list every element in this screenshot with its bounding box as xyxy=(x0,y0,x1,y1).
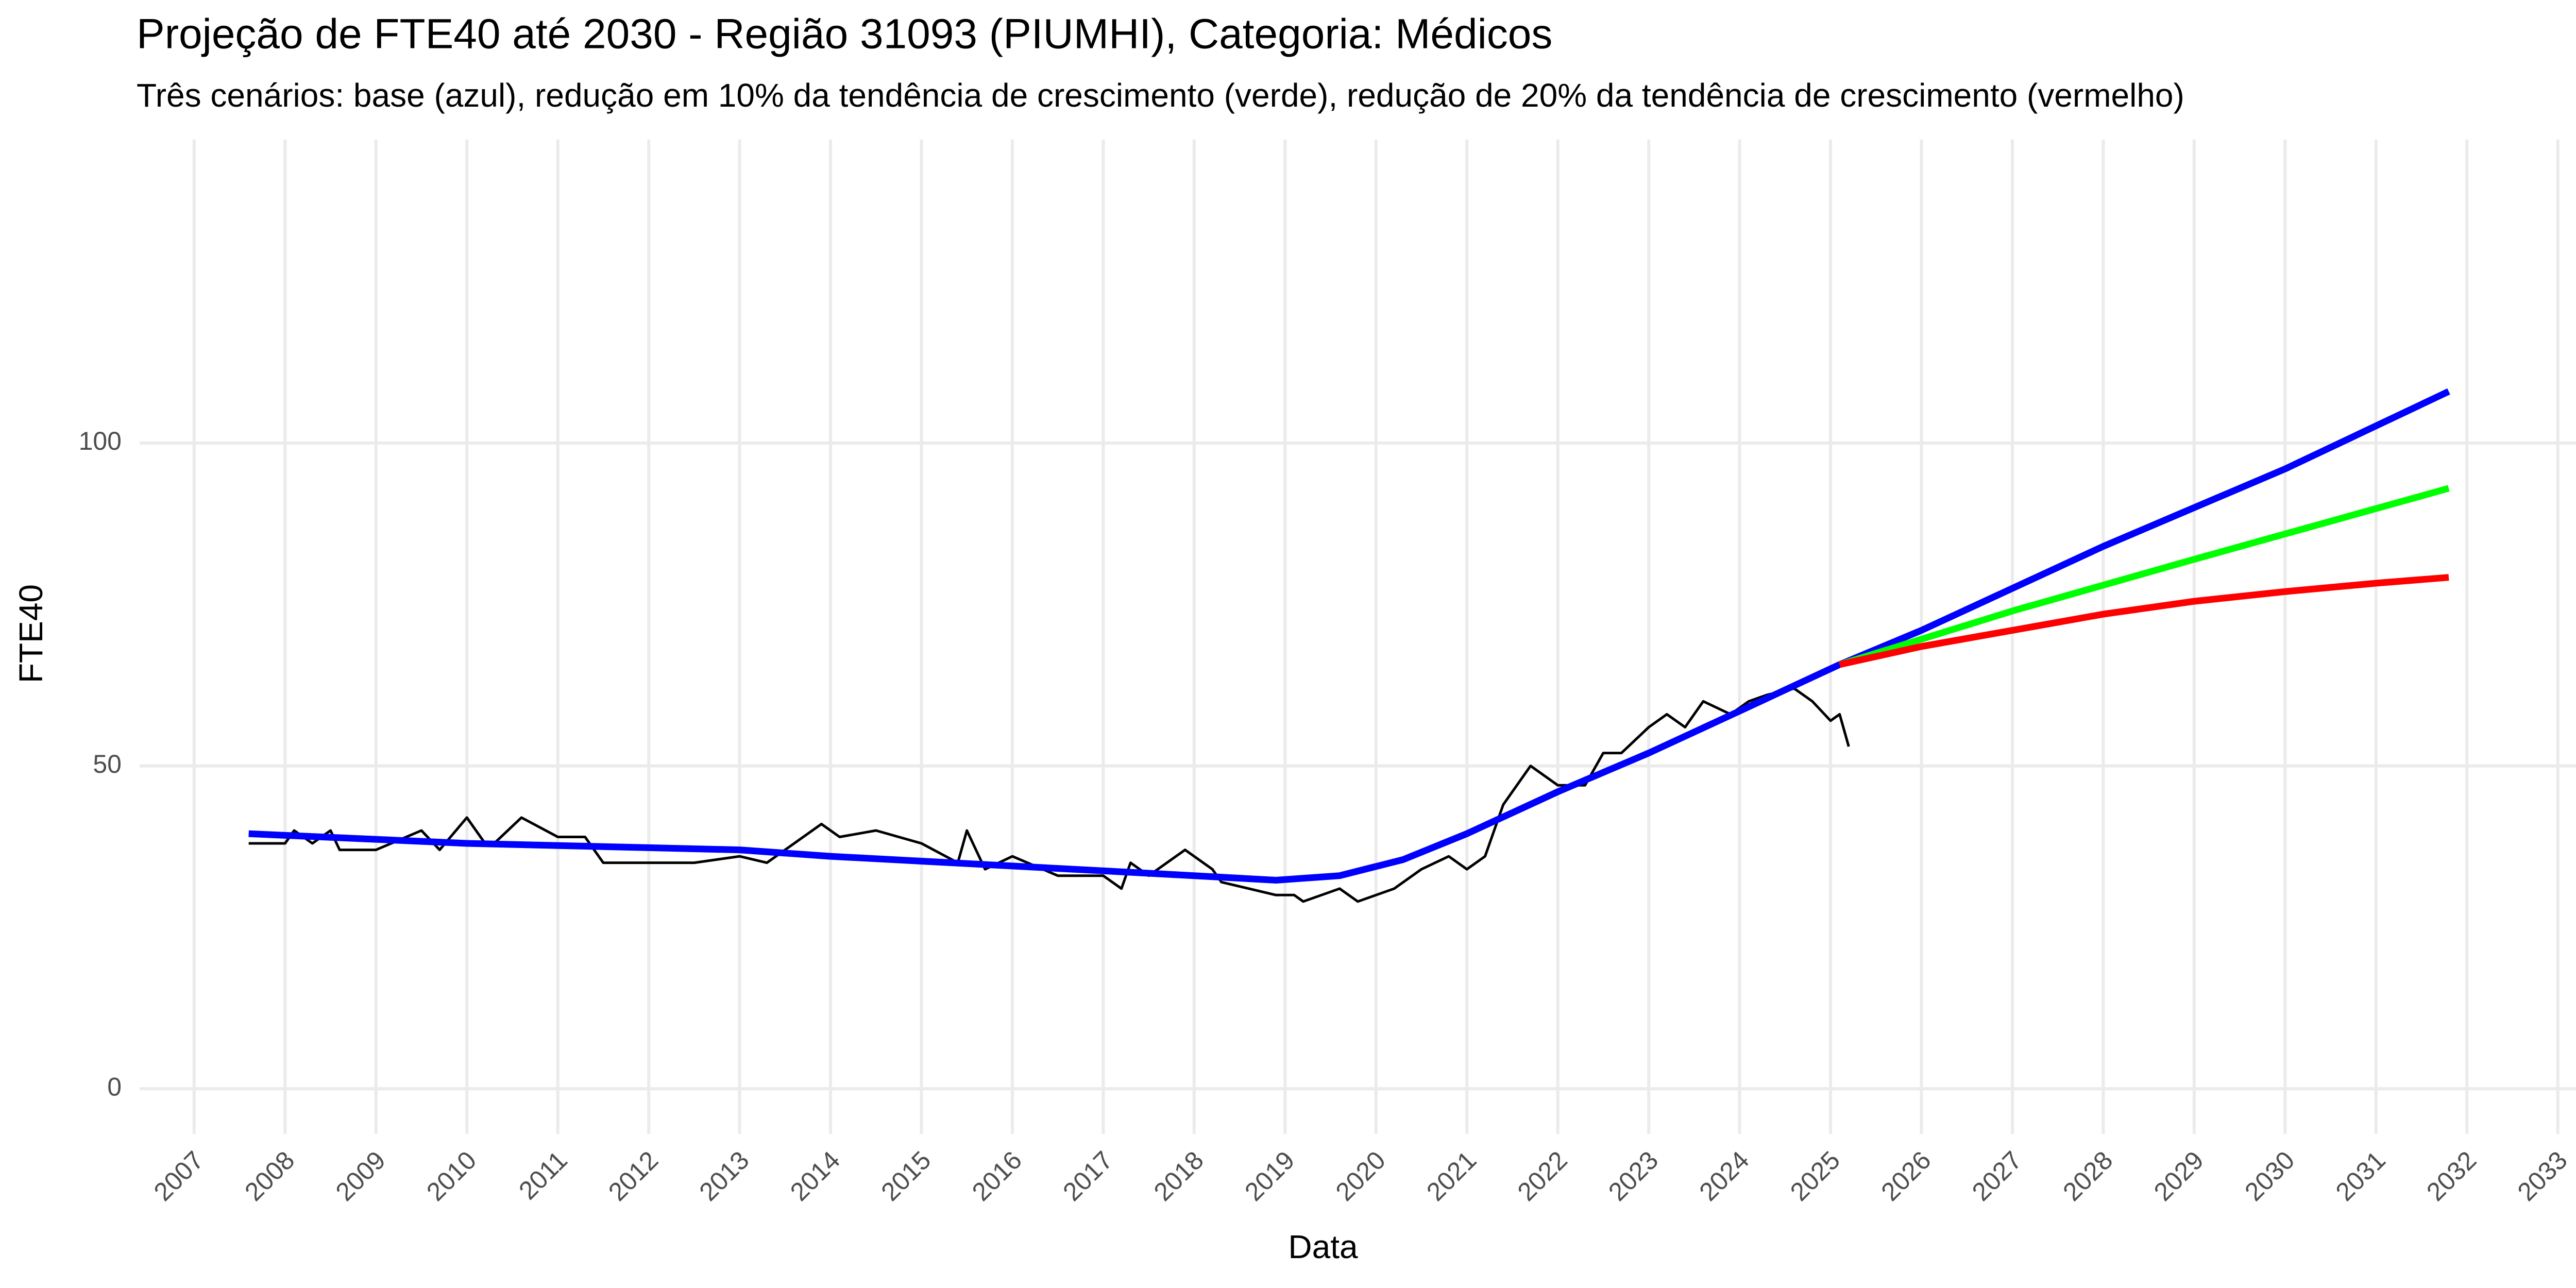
x-tick-label: 2023 xyxy=(1603,1146,1664,1207)
x-tick-label: 2015 xyxy=(875,1146,936,1207)
x-tick-label: 2011 xyxy=(513,1146,573,1206)
x-tick-label: 2030 xyxy=(2239,1146,2300,1207)
x-tick-label: 2024 xyxy=(1693,1146,1754,1207)
y-tick-label: 50 xyxy=(93,750,122,778)
x-tick-label: 2018 xyxy=(1148,1146,1209,1207)
series-line xyxy=(1839,574,2449,668)
x-tick-label: 2033 xyxy=(2512,1146,2573,1207)
series-line xyxy=(1838,485,2450,668)
x-tick-label: 2021 xyxy=(1421,1146,1482,1207)
x-tick-label: 2027 xyxy=(1967,1146,2027,1207)
chart-title: Projeção de FTE40 até 2030 - Região 3109… xyxy=(137,11,1552,58)
x-tick-label: 2013 xyxy=(693,1146,754,1207)
x-tick-label: 2032 xyxy=(2421,1146,2482,1207)
x-tick-label: 2010 xyxy=(421,1146,482,1207)
y-tick-label: 100 xyxy=(79,427,122,455)
x-tick-label: 2007 xyxy=(148,1146,209,1207)
series-line xyxy=(248,388,2450,884)
chart-subtitle: Três cenários: base (azul), redução em 1… xyxy=(137,77,2184,114)
x-tick-label: 2031 xyxy=(2330,1146,2391,1207)
grid: 0 50 100 2007 2008 2009 2010 2011 2012 2013 2014 20… xyxy=(79,140,2576,1207)
x-tick-label: 2009 xyxy=(330,1146,391,1207)
x-tick-label: 2016 xyxy=(967,1146,1027,1207)
y-tick-label: 0 xyxy=(107,1072,122,1101)
plot-area xyxy=(248,388,2450,903)
x-tick-label: 2019 xyxy=(1239,1146,1300,1207)
x-tick-label: 2014 xyxy=(785,1146,845,1207)
x-tick-label: 2012 xyxy=(603,1146,664,1207)
x-tick-label: 2017 xyxy=(1057,1146,1118,1207)
x-tick-label: 2020 xyxy=(1330,1146,1391,1207)
x-tick-label: 2029 xyxy=(2148,1146,2209,1207)
x-tick-label: 2026 xyxy=(1875,1146,1936,1207)
y-axis-title: FTE40 xyxy=(12,584,49,683)
x-axis-title: Data xyxy=(1288,1228,1358,1265)
x-tick-label: 2028 xyxy=(2057,1146,2118,1207)
x-tick-label: 2022 xyxy=(1512,1146,1573,1207)
x-tick-label: 2025 xyxy=(1785,1146,1845,1207)
x-tick-label: 2008 xyxy=(239,1146,300,1207)
